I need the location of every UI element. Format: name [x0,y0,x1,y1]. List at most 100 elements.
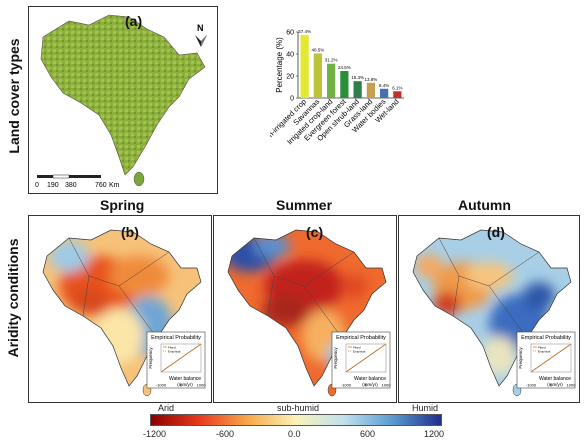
bar-y-tick-label: 20 [286,74,294,81]
inset-plot-area [160,343,202,373]
aridity-blob [49,240,89,272]
internal-boundaries [438,237,540,339]
internal-boundaries [253,237,355,339]
inset-plot-area [345,343,387,373]
colorbar-tick-3: 600 [360,429,376,439]
inset-empirical-line [346,344,386,372]
aridity-panel-spring: Empirical Probability Fitted Empirical Freq… [28,215,212,403]
aridity-blob [465,262,513,290]
panel-label-b: (b) [121,224,139,240]
inset-title: Empirical Probability [336,335,386,341]
inset-x-tick: -1000 [341,383,352,388]
inset-x-tick: 0 [550,383,553,388]
inset-legend-fitted: Fitted [168,346,176,350]
colorbar-tick-0: -1200 [143,429,167,439]
inset-y-label: Frequency [148,347,153,369]
colorbar [150,414,442,426]
aridity-blob [340,274,368,298]
aridity-blob [94,308,144,364]
inset-x-label: Water balance [539,376,571,382]
bar-value-label: 15.3% [351,75,364,80]
colorbar-class-subhumid: sub-humid [277,403,320,413]
bar-0 [300,34,309,98]
season-title-autumn: Autumn [458,197,511,213]
aridity-blob [262,295,310,327]
season-title-summer: Summer [276,197,333,213]
bar-5 [366,82,375,98]
bar-3 [340,71,349,98]
colorbar-tick-2: 0.0 [288,429,301,439]
inset-legend-fitted: Fitted [353,346,361,350]
inset-y-label: Frequency [518,347,523,369]
inset-y-label: Frequency [333,347,338,369]
inset-x-label: Water balance [169,376,201,382]
bar-2 [327,63,336,98]
bar-1 [313,53,322,98]
panel-label-a: (a) [125,13,143,29]
aridity-panel-autumn: Empirical Probability Fitted Empirical Freq… [398,215,580,403]
bar-4 [353,81,362,98]
inset-box [516,331,576,389]
aridity-blob [71,287,107,315]
aridity-blob [109,256,169,296]
scale-bar: 0 190 380 760 Km [35,174,120,189]
colorbar-class-arid: Arid [158,403,175,413]
land-cover-map: N 0 190 380 760 Km [35,14,207,189]
aridity-blob [254,234,290,258]
sri-lanka-shape [133,171,145,187]
bar-value-label: 8.4% [379,83,389,88]
bar-value-label: 31.2% [325,58,338,63]
scale-unit: Km [109,182,120,189]
colorbar-class-humid: Humid [412,403,439,413]
inset-box [331,331,391,389]
inset-title: Empirical Probability [521,335,571,341]
panel-label-c: (c) [306,224,324,240]
bar-value-label: 13.8% [364,77,377,82]
bar-y-tick-label: 0 [290,96,294,103]
bar-y-axis-label: Percentage (%) [275,37,284,93]
inset-box [146,331,206,389]
land-cover-region-shape [40,14,206,176]
scale-tick-2: 380 [65,182,77,189]
inset-x-tick: 1000 [197,383,207,388]
aridity-blob [523,282,555,310]
north-letter: N [197,23,204,33]
land-cover-map-panel: N 0 190 380 760 Km (a) [28,6,218,194]
inset-legend-empirical: Empirical [353,350,366,354]
inset-plot-area [530,343,572,373]
inset-empirical-line [161,344,201,372]
bar-7 [393,91,402,98]
season-title-spring: Spring [100,197,145,213]
bar-value-label: 57.4% [298,29,311,34]
inset-title: Empirical Probability [151,335,201,341]
bar-value-label: 40.5% [311,47,324,52]
inset-x-unit: (mm/yr) [362,382,378,387]
inset-x-tick: 1000 [382,383,392,388]
panel-label-d: (d) [487,224,505,240]
bar-value-label: 24.5% [338,65,351,70]
inset-legend-empirical: Empirical [168,350,181,354]
inset-empirical-line [531,344,571,372]
aridity-panel-summer: Empirical Probability Fitted Empirical Freq… [213,215,397,403]
inset-x-tick: 1000 [567,383,577,388]
row-label-land-cover: Land cover types [6,38,22,154]
bar-y-tick-label: 40 [286,52,294,59]
bar-value-label: 6.1% [392,85,402,90]
colorbar-tick-4: 1200 [424,429,445,439]
inset-x-tick: 0 [180,383,183,388]
inset-x-unit: (mm/yr) [547,382,563,387]
inset-legend-fitted: Fitted [538,346,546,350]
colorbar-tick-1: -600 [216,429,235,439]
bar-6 [380,88,389,98]
inset-x-tick: -1000 [156,383,167,388]
inset-x-label: Water balance [354,376,386,382]
north-arrow-icon [195,35,207,47]
inset-x-tick: 0 [365,383,368,388]
scale-tick-0: 0 [35,182,39,189]
scale-tick-3: 760 [95,182,107,189]
inset-x-tick: -1000 [526,383,537,388]
bar-y-tick-label: 60 [286,30,294,37]
